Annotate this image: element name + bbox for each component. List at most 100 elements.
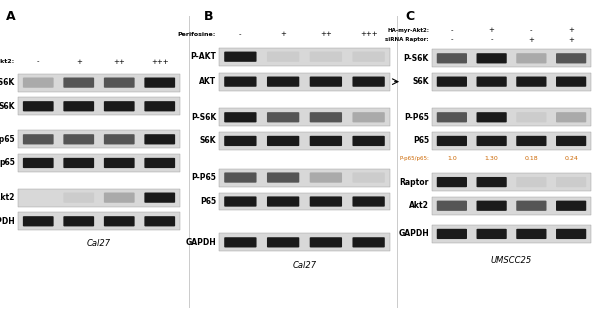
Bar xyxy=(432,108,591,126)
FancyBboxPatch shape xyxy=(437,201,467,211)
FancyBboxPatch shape xyxy=(145,192,175,203)
Text: -: - xyxy=(239,31,242,37)
Text: -: - xyxy=(451,27,453,33)
Text: p65: p65 xyxy=(0,158,15,168)
Bar xyxy=(219,192,390,211)
FancyBboxPatch shape xyxy=(516,229,547,239)
FancyBboxPatch shape xyxy=(23,134,53,145)
FancyBboxPatch shape xyxy=(310,52,342,62)
FancyBboxPatch shape xyxy=(556,229,586,239)
Bar xyxy=(397,16,398,308)
FancyBboxPatch shape xyxy=(64,134,94,145)
FancyBboxPatch shape xyxy=(267,237,299,248)
Text: GAPDH: GAPDH xyxy=(398,229,429,238)
Text: P-p65/p65:: P-p65/p65: xyxy=(399,156,429,161)
Text: -: - xyxy=(490,37,493,42)
Text: ++: ++ xyxy=(320,31,332,37)
FancyBboxPatch shape xyxy=(267,76,299,87)
FancyBboxPatch shape xyxy=(267,136,299,146)
FancyBboxPatch shape xyxy=(516,177,547,187)
FancyBboxPatch shape xyxy=(352,136,385,146)
Text: 1.0: 1.0 xyxy=(447,156,457,161)
Text: siRNA Raptor:: siRNA Raptor: xyxy=(385,37,429,42)
FancyBboxPatch shape xyxy=(310,112,342,122)
Text: +: + xyxy=(529,37,535,42)
FancyBboxPatch shape xyxy=(352,112,385,122)
FancyBboxPatch shape xyxy=(224,172,257,183)
FancyBboxPatch shape xyxy=(556,177,586,187)
FancyBboxPatch shape xyxy=(64,216,94,226)
FancyBboxPatch shape xyxy=(310,196,342,207)
FancyBboxPatch shape xyxy=(437,177,467,187)
Text: P-S6K: P-S6K xyxy=(191,113,216,122)
Text: HA-Akt2: HA-Akt2 xyxy=(0,193,15,202)
FancyBboxPatch shape xyxy=(267,52,299,62)
FancyBboxPatch shape xyxy=(437,136,467,146)
FancyBboxPatch shape xyxy=(476,136,507,146)
Text: Cal27: Cal27 xyxy=(292,261,317,270)
Text: 1.30: 1.30 xyxy=(485,156,499,161)
FancyBboxPatch shape xyxy=(310,76,342,87)
Text: +: + xyxy=(568,37,574,42)
Text: HA-myr-Akt2:: HA-myr-Akt2: xyxy=(387,28,429,33)
Bar xyxy=(432,49,591,67)
FancyBboxPatch shape xyxy=(352,76,385,87)
FancyBboxPatch shape xyxy=(556,136,586,146)
Text: C: C xyxy=(405,10,414,23)
Bar xyxy=(432,73,591,91)
Text: -: - xyxy=(37,59,40,64)
FancyBboxPatch shape xyxy=(310,172,342,183)
Bar xyxy=(18,74,180,92)
Text: B: B xyxy=(204,10,214,23)
FancyBboxPatch shape xyxy=(224,136,257,146)
Text: +: + xyxy=(76,59,82,64)
Text: HA-myr-Akt2:: HA-myr-Akt2: xyxy=(0,59,15,64)
Bar xyxy=(432,173,591,191)
FancyBboxPatch shape xyxy=(64,77,94,88)
FancyBboxPatch shape xyxy=(476,177,507,187)
FancyBboxPatch shape xyxy=(64,192,94,203)
Bar xyxy=(219,233,390,251)
FancyBboxPatch shape xyxy=(437,53,467,64)
Text: ++: ++ xyxy=(113,59,125,64)
FancyBboxPatch shape xyxy=(267,196,299,207)
Text: Akt2: Akt2 xyxy=(409,201,429,210)
FancyBboxPatch shape xyxy=(516,112,547,122)
FancyBboxPatch shape xyxy=(352,196,385,207)
FancyBboxPatch shape xyxy=(23,158,53,168)
Text: +: + xyxy=(488,27,494,33)
Text: Perifosine:: Perifosine: xyxy=(178,31,216,37)
FancyBboxPatch shape xyxy=(516,136,547,146)
FancyBboxPatch shape xyxy=(516,76,547,87)
FancyBboxPatch shape xyxy=(224,237,257,248)
FancyBboxPatch shape xyxy=(104,134,134,145)
FancyBboxPatch shape xyxy=(267,112,299,122)
Bar xyxy=(219,108,390,126)
Text: S6K: S6K xyxy=(0,102,15,111)
Bar xyxy=(432,197,591,215)
FancyBboxPatch shape xyxy=(64,101,94,111)
FancyBboxPatch shape xyxy=(145,101,175,111)
Bar xyxy=(18,154,180,172)
FancyBboxPatch shape xyxy=(224,76,257,87)
Text: P-S6K: P-S6K xyxy=(0,78,15,87)
FancyBboxPatch shape xyxy=(104,77,134,88)
Text: S6K: S6K xyxy=(199,136,216,145)
Text: S6K: S6K xyxy=(413,77,429,86)
FancyBboxPatch shape xyxy=(437,76,467,87)
FancyBboxPatch shape xyxy=(224,52,257,62)
FancyBboxPatch shape xyxy=(23,77,53,88)
Text: P-AKT: P-AKT xyxy=(190,52,216,61)
FancyBboxPatch shape xyxy=(145,158,175,168)
Bar xyxy=(18,130,180,148)
FancyBboxPatch shape xyxy=(556,112,586,122)
Text: P-S6K: P-S6K xyxy=(404,54,429,63)
Text: Cal27: Cal27 xyxy=(87,238,111,248)
FancyBboxPatch shape xyxy=(476,76,507,87)
FancyBboxPatch shape xyxy=(556,53,586,64)
FancyBboxPatch shape xyxy=(104,216,134,226)
FancyBboxPatch shape xyxy=(352,237,385,248)
Text: P-P65: P-P65 xyxy=(191,173,216,182)
FancyBboxPatch shape xyxy=(476,112,507,122)
FancyBboxPatch shape xyxy=(224,112,257,122)
